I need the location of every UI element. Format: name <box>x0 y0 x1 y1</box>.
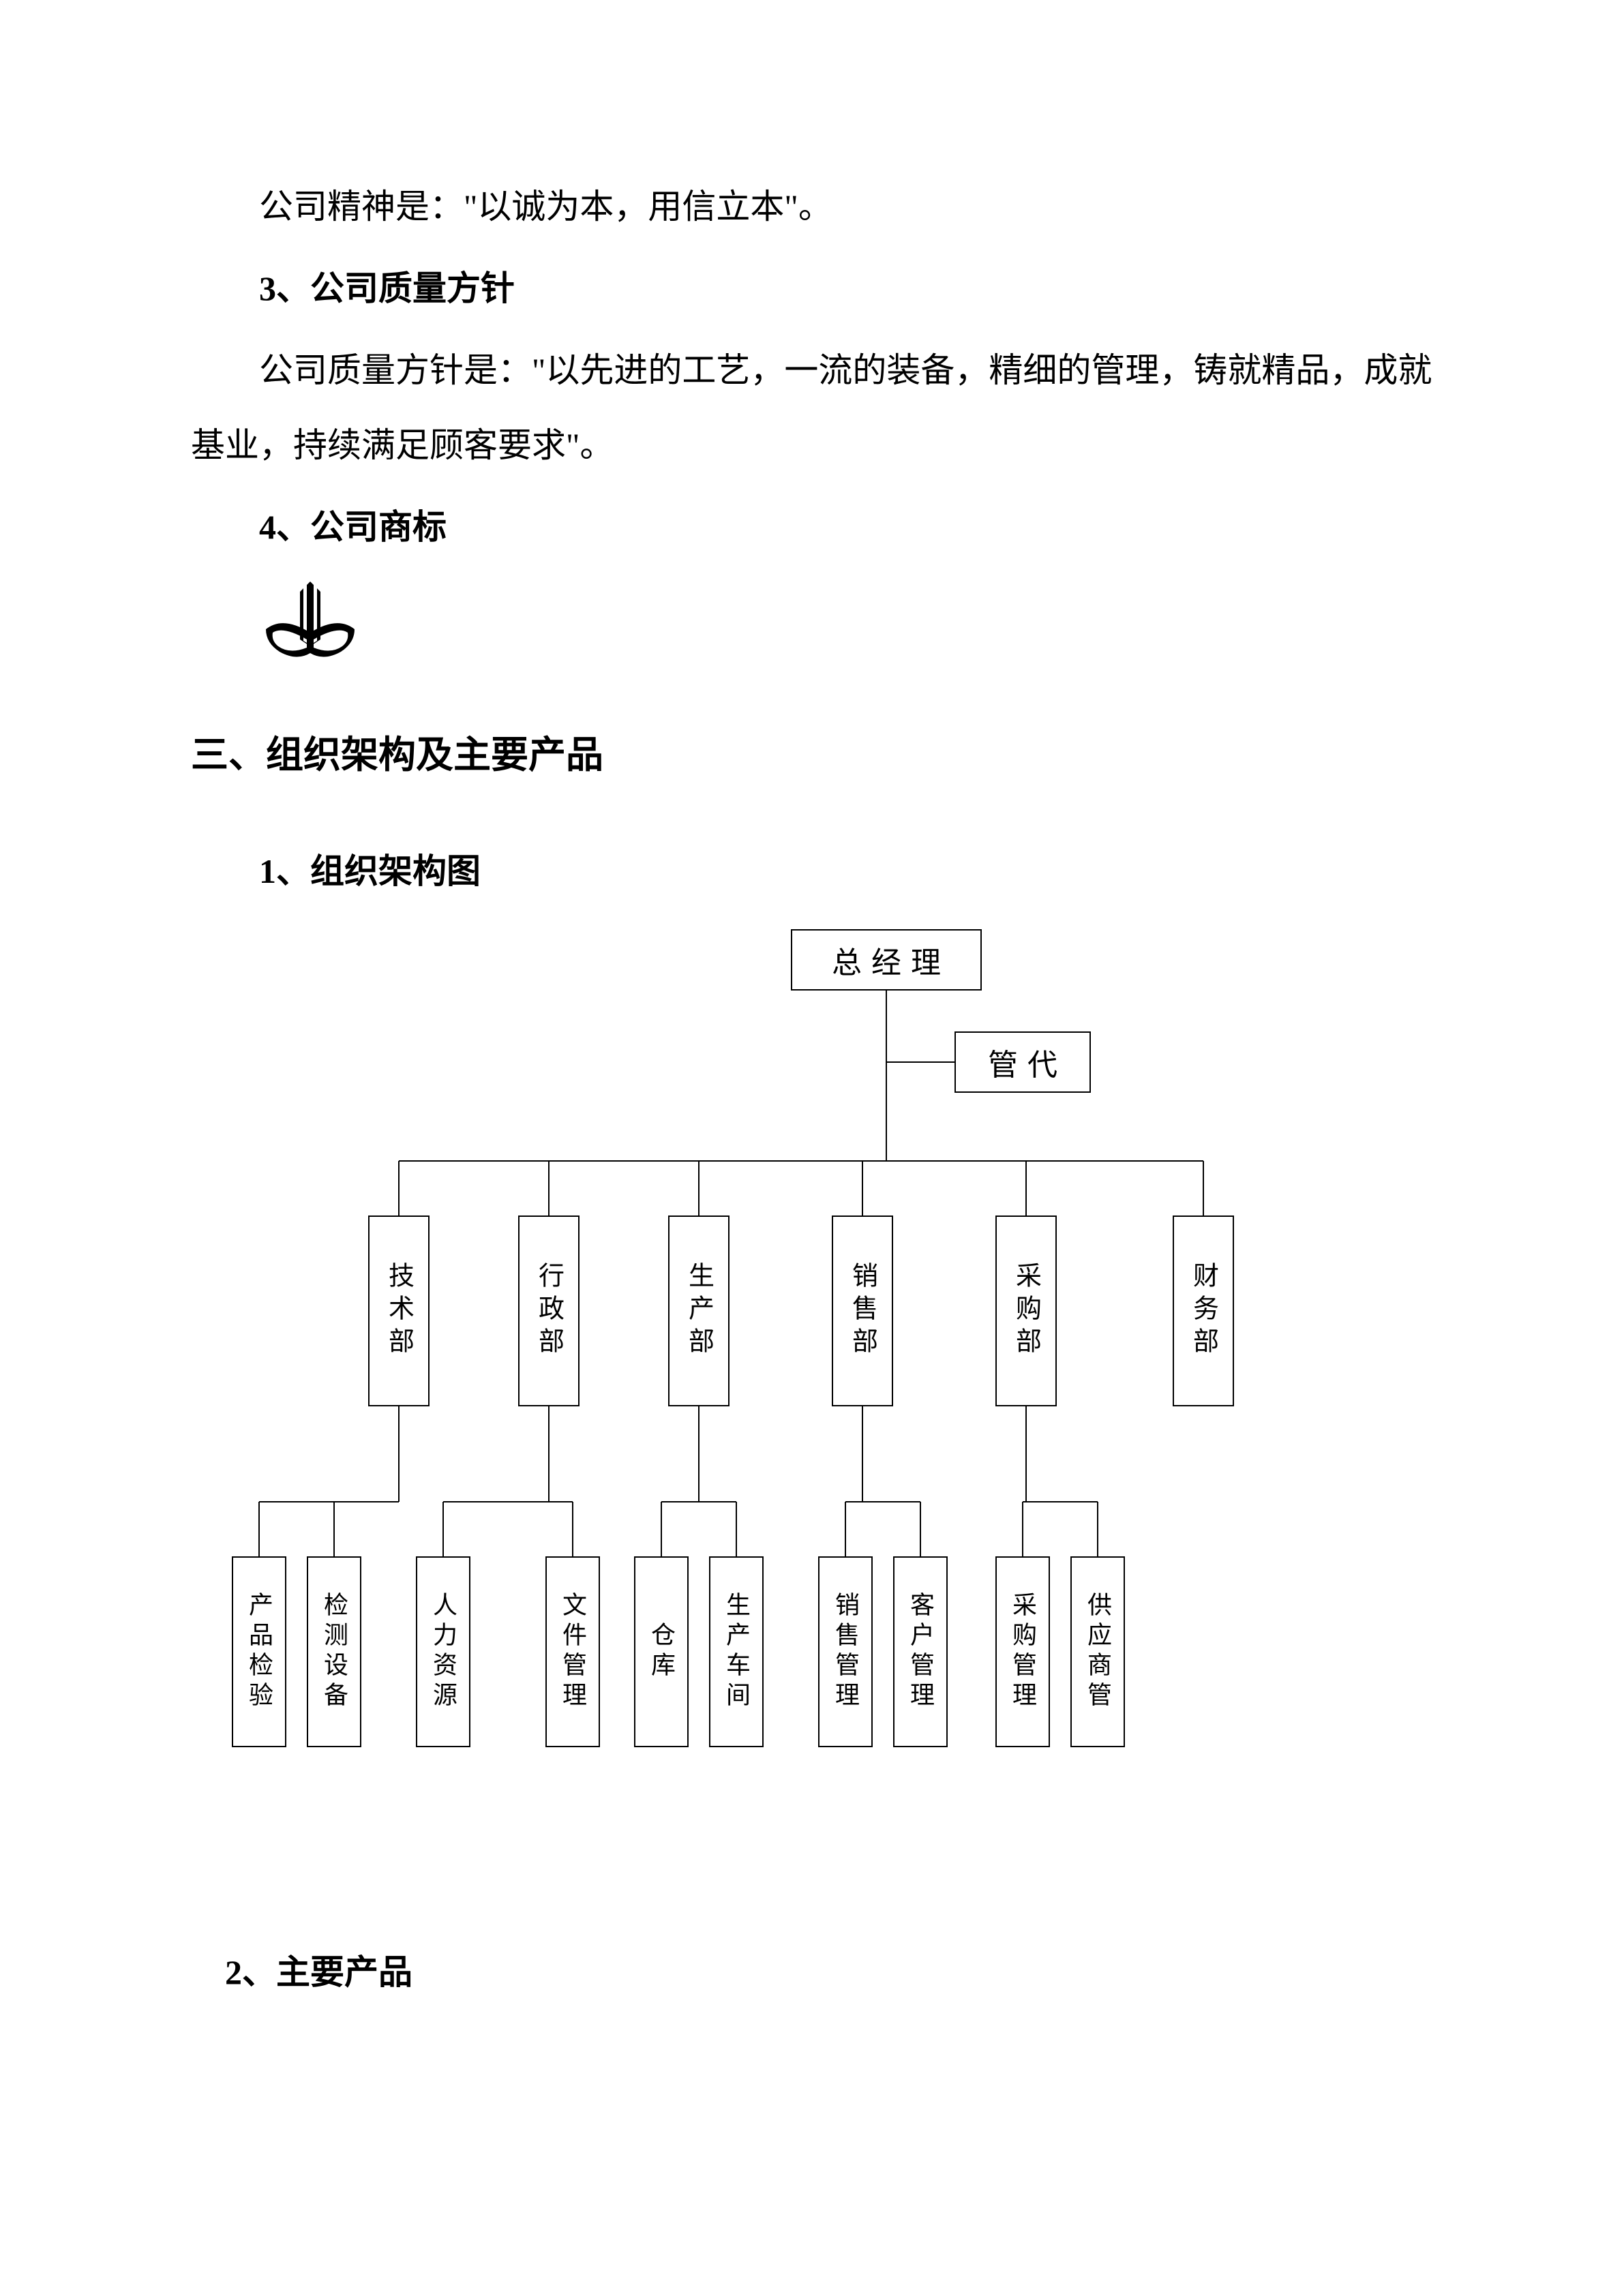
heading-quality-policy: 3、公司质量方针 <box>191 251 1433 326</box>
org-node-l10: 供应商管 <box>1070 1556 1125 1747</box>
heading-main-products: 2、主要产品 <box>191 1938 1433 2006</box>
org-node-d1: 技术部 <box>368 1215 430 1406</box>
org-node-d2: 行政部 <box>518 1215 580 1406</box>
spirit-text: 公司精神是："以诚为本，用信立本"。 <box>191 169 1433 244</box>
org-node-l6: 生产车间 <box>709 1556 764 1747</box>
organization-chart: 总经理管代技术部 行政部 生产部 销售部 采购部 财务部产品检验检测设备 人力资源 文件管理仓… <box>205 929 1364 1781</box>
org-node-d6: 财务部 <box>1173 1215 1234 1406</box>
org-node-l8: 客户管理 <box>893 1556 948 1747</box>
heading-trademark: 4、公司商标 <box>191 489 1433 564</box>
trademark-icon <box>259 578 361 667</box>
org-node-l1: 产品检验 <box>232 1556 286 1747</box>
section-heading-3: 三、组织架构及主要产品 <box>191 718 1433 793</box>
org-node-d4: 销售部 <box>832 1215 893 1406</box>
org-node-l2: 检测设备 <box>307 1556 361 1747</box>
company-trademark-logo <box>259 578 1433 670</box>
org-node-l7: 销售管理 <box>818 1556 873 1747</box>
org-node-l5: 仓库 <box>634 1556 689 1747</box>
quality-policy-text: 公司质量方针是："以先进的工艺，一流的装备，精细的管理，铸就精品，成就基业，持续… <box>191 333 1433 483</box>
org-node-l3: 人力资源 <box>416 1556 470 1747</box>
document-page: 公司精神是："以诚为本，用信立本"。 3、公司质量方针 公司质量方针是："以先进… <box>0 0 1624 2143</box>
org-node-aux: 管代 <box>954 1031 1091 1093</box>
org-node-l9: 采购管理 <box>995 1556 1050 1747</box>
org-node-d5: 采购部 <box>995 1215 1057 1406</box>
org-node-root: 总经理 <box>791 929 982 991</box>
org-node-l4: 文件管理 <box>545 1556 600 1747</box>
heading-org-chart: 1、组织架构图 <box>191 834 1433 909</box>
org-node-d3: 生产部 <box>668 1215 730 1406</box>
